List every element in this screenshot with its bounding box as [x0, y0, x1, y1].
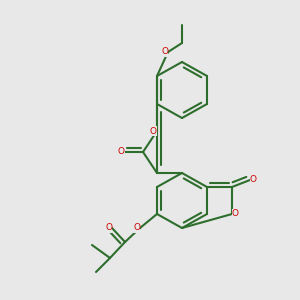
Text: O: O: [232, 209, 239, 218]
Text: O: O: [133, 224, 140, 232]
Text: O: O: [118, 148, 125, 157]
Text: O: O: [105, 224, 112, 232]
Text: O: O: [250, 176, 257, 184]
Text: O: O: [150, 127, 157, 136]
Text: O: O: [161, 47, 168, 56]
